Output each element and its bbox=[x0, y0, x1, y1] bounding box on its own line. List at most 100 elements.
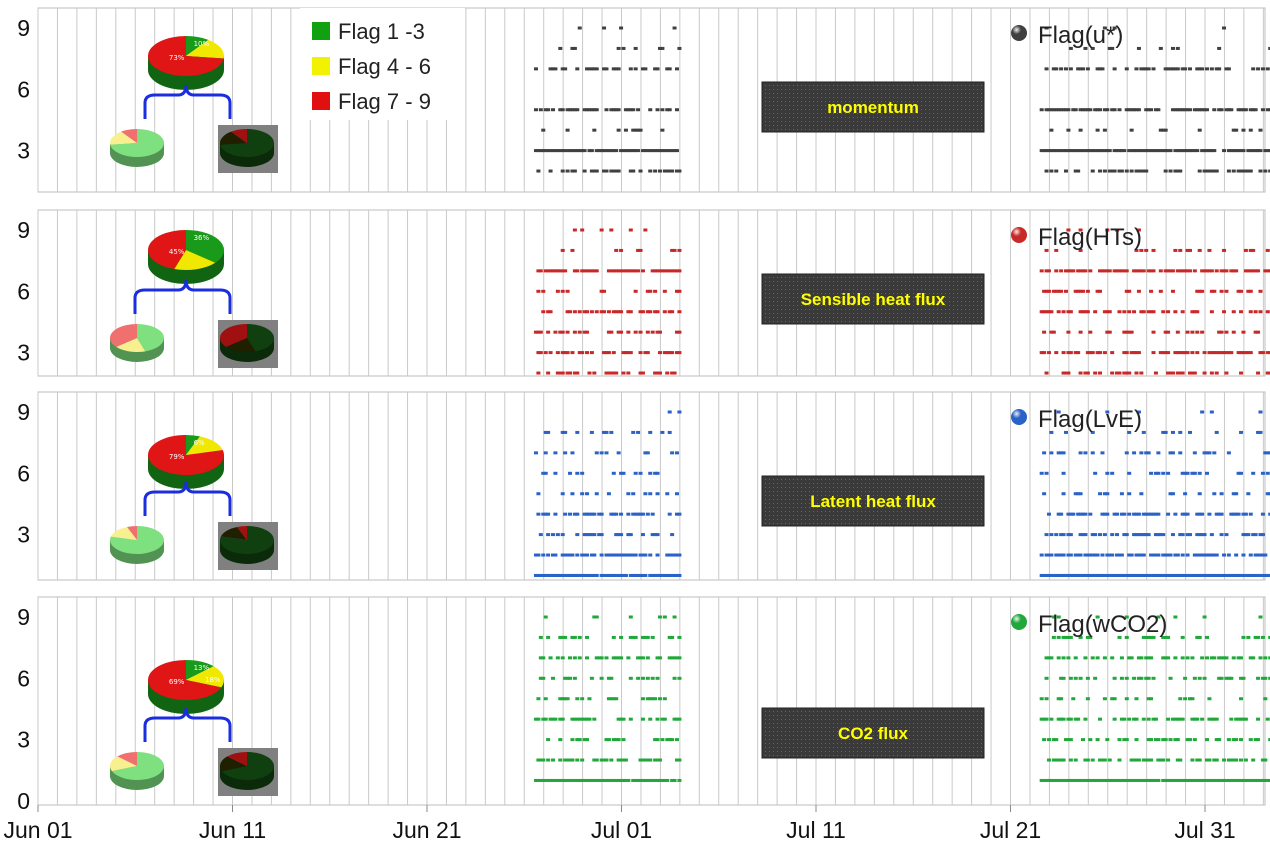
data-point bbox=[1187, 248, 1192, 252]
data-point bbox=[585, 67, 590, 71]
data-point bbox=[580, 573, 585, 577]
data-point bbox=[611, 371, 616, 375]
data-point bbox=[653, 758, 658, 762]
data-point bbox=[1190, 330, 1195, 334]
data-point bbox=[670, 351, 675, 355]
data-point bbox=[1214, 717, 1219, 721]
data-point bbox=[1251, 269, 1256, 273]
data-point bbox=[582, 108, 587, 112]
data-point bbox=[614, 697, 619, 701]
data-point bbox=[636, 430, 641, 434]
data-point bbox=[1175, 149, 1180, 153]
data-point bbox=[1112, 573, 1117, 577]
data-point bbox=[1115, 269, 1120, 273]
data-point bbox=[1195, 289, 1200, 293]
data-point bbox=[670, 371, 675, 375]
data-point bbox=[616, 533, 621, 537]
data-point bbox=[1195, 330, 1200, 334]
data-point bbox=[1122, 330, 1127, 334]
data-point bbox=[1056, 410, 1061, 414]
data-point bbox=[645, 451, 650, 455]
data-point bbox=[1149, 697, 1154, 701]
data-point bbox=[621, 351, 626, 355]
data-point bbox=[1146, 67, 1151, 71]
data-point bbox=[1093, 371, 1098, 375]
data-point bbox=[1127, 149, 1132, 153]
data-point bbox=[1127, 656, 1132, 660]
data-point bbox=[660, 778, 665, 782]
data-point bbox=[1119, 169, 1124, 173]
data-point bbox=[604, 573, 609, 577]
data-point bbox=[594, 451, 599, 455]
data-point bbox=[1195, 67, 1200, 71]
data-point bbox=[1197, 778, 1202, 782]
data-point bbox=[1122, 351, 1127, 355]
data-point bbox=[1248, 656, 1253, 660]
data-point bbox=[1265, 451, 1270, 455]
data-point bbox=[674, 169, 679, 173]
data-point bbox=[1229, 108, 1234, 112]
data-point bbox=[1251, 758, 1256, 762]
pie-slice bbox=[174, 250, 216, 270]
scatter-points bbox=[533, 228, 1270, 375]
data-point bbox=[1090, 778, 1095, 782]
data-point bbox=[1063, 289, 1068, 293]
data-point bbox=[1236, 289, 1241, 293]
data-point bbox=[1124, 371, 1129, 375]
data-point bbox=[1190, 778, 1195, 782]
data-point bbox=[1061, 717, 1066, 721]
data-point bbox=[1202, 676, 1207, 680]
data-point bbox=[1093, 149, 1098, 153]
data-point bbox=[1134, 371, 1139, 375]
data-point bbox=[582, 310, 587, 314]
data-point bbox=[1161, 351, 1166, 355]
data-point bbox=[1168, 492, 1173, 496]
data-point bbox=[1093, 676, 1098, 680]
data-point bbox=[592, 778, 597, 782]
data-point bbox=[1209, 149, 1214, 153]
data-point bbox=[1054, 169, 1059, 173]
data-point bbox=[636, 248, 641, 252]
data-point bbox=[1042, 351, 1047, 355]
data-point bbox=[594, 758, 599, 762]
data-point bbox=[1136, 269, 1141, 273]
data-point bbox=[1183, 149, 1188, 153]
data-point bbox=[1039, 697, 1044, 701]
data-point bbox=[1117, 310, 1122, 314]
data-point bbox=[1231, 330, 1236, 334]
data-point bbox=[558, 149, 563, 153]
data-point bbox=[1122, 310, 1127, 314]
data-point bbox=[1100, 512, 1105, 516]
data-point bbox=[619, 533, 624, 537]
data-point bbox=[672, 717, 677, 721]
data-point bbox=[1200, 573, 1205, 577]
data-point bbox=[1117, 371, 1122, 375]
data-point bbox=[1044, 553, 1049, 557]
data-point bbox=[1119, 656, 1124, 660]
data-point bbox=[558, 778, 563, 782]
data-point bbox=[577, 26, 582, 30]
data-point bbox=[548, 717, 553, 721]
data-point bbox=[1180, 471, 1185, 475]
data-point bbox=[1141, 553, 1146, 557]
data-point bbox=[640, 512, 645, 516]
data-point bbox=[1110, 553, 1115, 557]
data-point bbox=[560, 778, 565, 782]
data-point bbox=[1129, 330, 1134, 334]
data-point bbox=[570, 492, 575, 496]
data-point bbox=[1129, 149, 1134, 153]
data-point bbox=[594, 778, 599, 782]
data-point bbox=[1102, 310, 1107, 314]
data-point bbox=[1212, 169, 1217, 173]
data-point bbox=[611, 738, 616, 742]
data-point bbox=[657, 330, 662, 334]
data-point bbox=[1173, 169, 1178, 173]
data-point bbox=[1222, 778, 1227, 782]
data-point bbox=[1146, 149, 1151, 153]
data-point bbox=[575, 269, 580, 273]
data-point bbox=[565, 128, 570, 132]
data-point bbox=[594, 149, 599, 153]
data-point bbox=[580, 697, 585, 701]
data-point bbox=[1149, 512, 1154, 516]
data-point bbox=[1059, 512, 1064, 516]
